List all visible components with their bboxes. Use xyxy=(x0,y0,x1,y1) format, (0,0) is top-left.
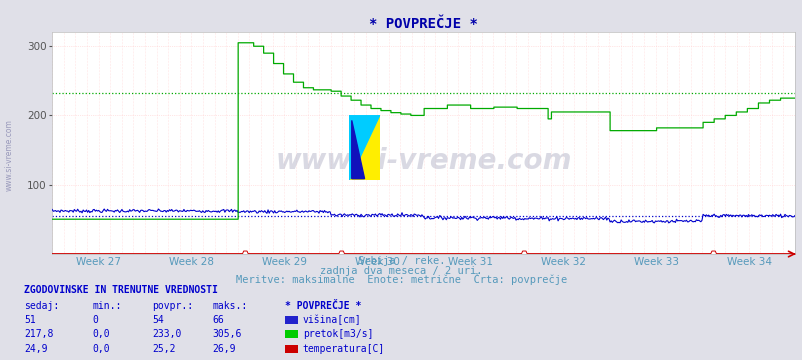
Text: maks.:: maks.: xyxy=(213,301,248,311)
Text: ZGODOVINSKE IN TRENUTNE VREDNOSTI: ZGODOVINSKE IN TRENUTNE VREDNOSTI xyxy=(24,285,217,296)
Text: 54: 54 xyxy=(152,315,164,325)
Text: pretok[m3/s]: pretok[m3/s] xyxy=(302,329,373,339)
Text: 0,0: 0,0 xyxy=(92,329,110,339)
Polygon shape xyxy=(349,115,379,180)
Text: 26,9: 26,9 xyxy=(213,344,236,354)
Text: 66: 66 xyxy=(213,315,225,325)
Text: 25,2: 25,2 xyxy=(152,344,176,354)
Text: 0: 0 xyxy=(92,315,98,325)
Text: višina[cm]: višina[cm] xyxy=(302,315,361,325)
Text: Srbija / reke.: Srbija / reke. xyxy=(358,256,444,266)
Text: zadnja dva meseca / 2 uri.: zadnja dva meseca / 2 uri. xyxy=(320,266,482,276)
Text: www.si-vreme.com: www.si-vreme.com xyxy=(5,119,14,191)
Text: 305,6: 305,6 xyxy=(213,329,242,339)
Polygon shape xyxy=(349,115,379,180)
Polygon shape xyxy=(351,120,364,179)
Text: www.si-vreme.com: www.si-vreme.com xyxy=(275,147,571,175)
Text: 24,9: 24,9 xyxy=(24,344,47,354)
Text: sedaj:: sedaj: xyxy=(24,301,59,311)
Text: * POVPREČJE *: * POVPREČJE * xyxy=(285,301,361,311)
Text: 217,8: 217,8 xyxy=(24,329,54,339)
Text: 51: 51 xyxy=(24,315,36,325)
Text: Meritve: maksimalne  Enote: metrične  Črta: povprečje: Meritve: maksimalne Enote: metrične Črta… xyxy=(236,273,566,285)
Text: 233,0: 233,0 xyxy=(152,329,182,339)
Polygon shape xyxy=(349,115,379,180)
Text: 0,0: 0,0 xyxy=(92,344,110,354)
Text: temperatura[C]: temperatura[C] xyxy=(302,344,384,354)
Title: * POVPREČJE *: * POVPREČJE * xyxy=(369,17,477,31)
Text: povpr.:: povpr.: xyxy=(152,301,193,311)
Text: min.:: min.: xyxy=(92,301,122,311)
